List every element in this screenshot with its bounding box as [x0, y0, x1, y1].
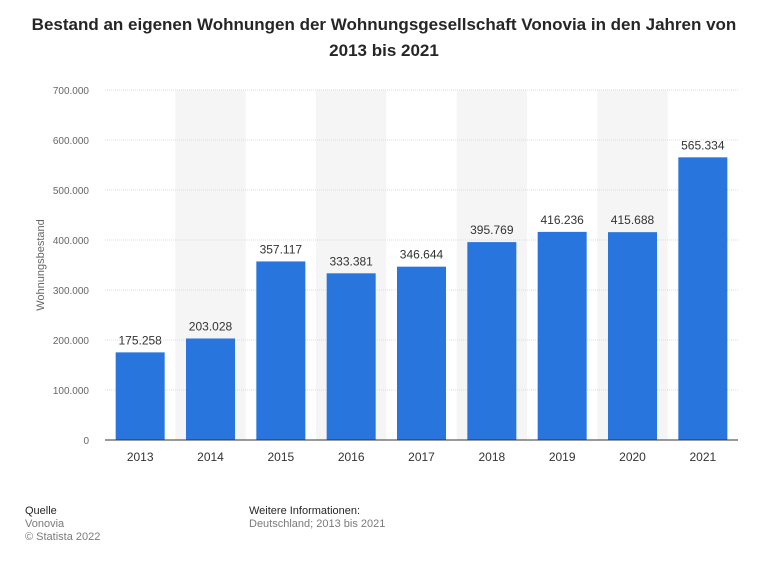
data-label: 395.769: [470, 223, 514, 237]
data-label: 175.258: [118, 333, 162, 347]
data-label: 565.334: [681, 138, 725, 152]
data-label: 416.236: [540, 213, 584, 227]
y-tick-label: 500.000: [53, 186, 90, 197]
copyright: © Statista 2022: [25, 531, 101, 543]
x-axis-ticks: 2013 2014 2015 2016 2017 2018 2019 2020 2021: [127, 450, 717, 464]
source-heading: Quelle: [25, 505, 57, 517]
bar: [256, 261, 306, 440]
y-axis-ticks: 0 100.000 200.000 300.000 400.000 500.000 600.…: [53, 86, 90, 447]
x-tick-label: 2019: [549, 450, 576, 464]
y-tick-label: 700.000: [53, 86, 90, 97]
bar: [326, 273, 376, 440]
x-tick-label: 2020: [619, 450, 646, 464]
y-tick-label: 100.000: [53, 386, 90, 397]
y-tick-label: 400.000: [53, 236, 90, 247]
y-tick-label: 300.000: [53, 286, 90, 297]
bar: [115, 352, 165, 440]
y-tick-label: 200.000: [53, 336, 90, 347]
y-tick-label: 600.000: [53, 136, 90, 147]
info-block: Weitere Informationen: Deutschland; 2013…: [249, 505, 385, 531]
bars: [115, 157, 728, 440]
data-label: 415.688: [611, 213, 655, 227]
bar: [537, 231, 587, 440]
x-tick-label: 2018: [478, 450, 505, 464]
x-tick-label: 2014: [197, 450, 224, 464]
bar: [186, 338, 235, 440]
source-name: Vonovia: [25, 518, 65, 530]
bar: [397, 266, 446, 440]
x-tick-label: 2021: [689, 450, 716, 464]
data-label: 203.028: [189, 319, 233, 333]
x-tick-label: 2013: [127, 450, 154, 464]
data-label: 346.644: [400, 248, 444, 262]
x-tick-label: 2015: [267, 450, 294, 464]
data-label: 357.117: [260, 242, 303, 256]
info-text: Deutschland; 2013 bis 2021: [249, 518, 386, 530]
data-label: 333.381: [329, 254, 373, 268]
bar: [467, 242, 517, 440]
x-tick-label: 2017: [408, 450, 435, 464]
info-heading: Weitere Informationen:: [249, 505, 361, 517]
x-tick-label: 2016: [338, 450, 365, 464]
source-block: Quelle Vonovia © Statista 2022: [25, 505, 100, 544]
data-labels: 175.258 203.028 357.117 333.381 346.644 395.7…: [118, 138, 724, 347]
bar: [678, 157, 728, 440]
y-axis-label: Wohnungsbestand: [35, 219, 47, 311]
bar: [608, 232, 657, 440]
y-tick-label: 0: [83, 436, 89, 447]
chart-title: Bestand an eigenen Wohnungen der Wohnung…: [31, 15, 737, 60]
